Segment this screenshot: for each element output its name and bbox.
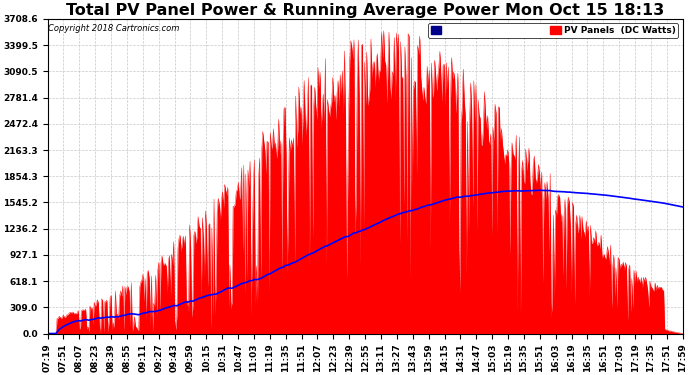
Legend: Average  (DC Watts), PV Panels  (DC Watts): Average (DC Watts), PV Panels (DC Watts) (428, 24, 678, 38)
Text: Copyright 2018 Cartronics.com: Copyright 2018 Cartronics.com (48, 24, 179, 33)
Title: Total PV Panel Power & Running Average Power Mon Oct 15 18:13: Total PV Panel Power & Running Average P… (66, 3, 664, 18)
